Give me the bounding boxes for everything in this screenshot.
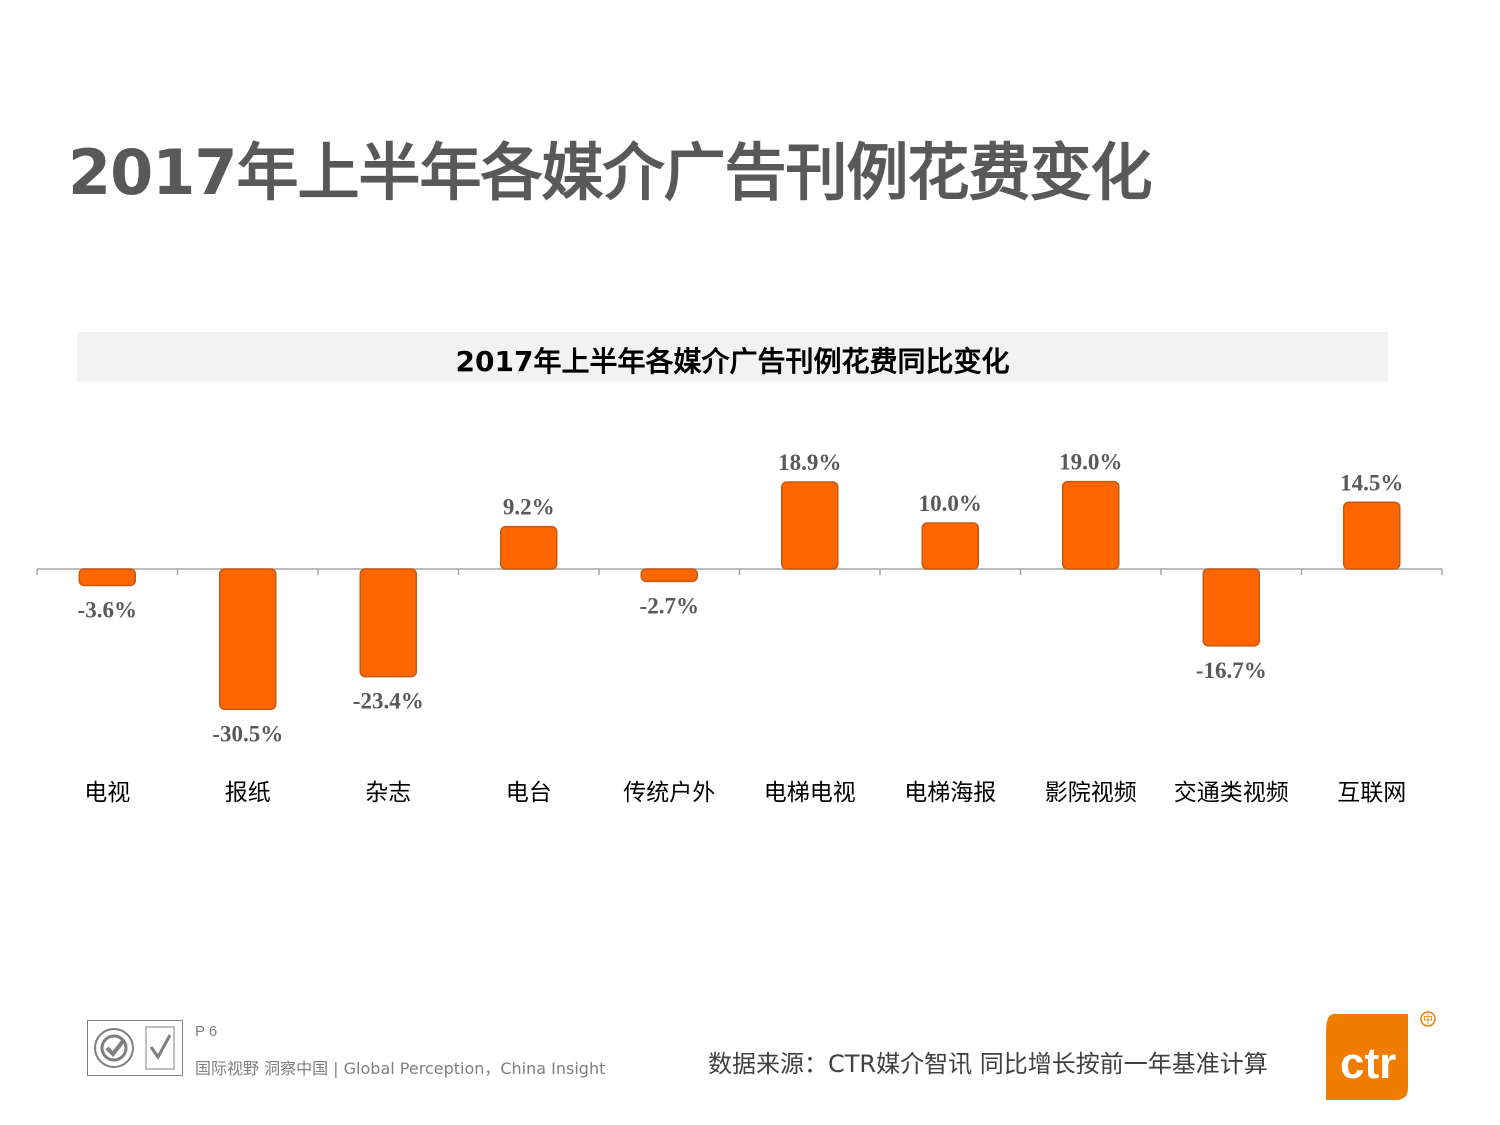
registered-badge-text: 中	[1423, 1013, 1433, 1026]
page-title: 2017年上半年各媒介广告刊例花费变化	[68, 136, 1153, 209]
bar-电梯海报	[921, 522, 979, 570]
category-label: 报纸	[225, 780, 271, 806]
category-label: 电台	[506, 780, 552, 806]
certification-logos	[87, 1020, 183, 1076]
page-number: P 6	[195, 1023, 218, 1040]
ctr-logo-text: ctr	[1340, 1039, 1396, 1088]
bar-互联网	[1343, 501, 1401, 570]
bar-电视	[78, 568, 136, 587]
data-label: -2.7%	[640, 593, 699, 618]
data-label: 9.2%	[503, 495, 555, 520]
data-label: 19.0%	[1059, 450, 1122, 475]
registered-badge-icon: 中	[1420, 1011, 1436, 1027]
category-label: 影院视频	[1045, 780, 1137, 806]
category-label: 电视	[84, 780, 130, 806]
chart-title: 2017年上半年各媒介广告刊例花费同比变化	[455, 345, 1010, 378]
data-label: -3.6%	[78, 598, 137, 623]
bar-杂志	[359, 568, 417, 678]
chart-title-banner: 2017年上半年各媒介广告刊例花费同比变化	[77, 332, 1388, 382]
data-label: -30.5%	[212, 721, 283, 746]
data-label: -23.4%	[353, 689, 424, 714]
ctr-logo: ctr	[1326, 1014, 1408, 1100]
bar-报纸	[219, 568, 277, 711]
category-label: 传统户外	[623, 780, 715, 806]
footer-slogan: 国际视野 洞察中国 | Global Perception，China Insi…	[195, 1059, 606, 1078]
bar-影院视频	[1062, 480, 1120, 570]
category-label: 电梯电视	[764, 780, 856, 806]
certification-icon	[94, 1026, 175, 1070]
category-label: 互联网	[1337, 780, 1406, 806]
bar-电台	[500, 525, 558, 570]
bar-交通类视频	[1202, 568, 1260, 647]
data-label: 18.9%	[778, 450, 841, 475]
data-label: 10.0%	[919, 491, 982, 516]
category-label: 电梯海报	[904, 780, 996, 806]
bar-电梯电视	[781, 481, 839, 570]
data-label: 14.5%	[1340, 470, 1403, 495]
category-label: 交通类视频	[1174, 780, 1289, 806]
data-source-note: 数据来源：CTR媒介智讯 同比增长按前一年基准计算	[708, 1050, 1268, 1078]
data-label: -16.7%	[1196, 658, 1267, 683]
bar-传统户外	[640, 568, 698, 583]
category-label: 杂志	[365, 780, 411, 806]
